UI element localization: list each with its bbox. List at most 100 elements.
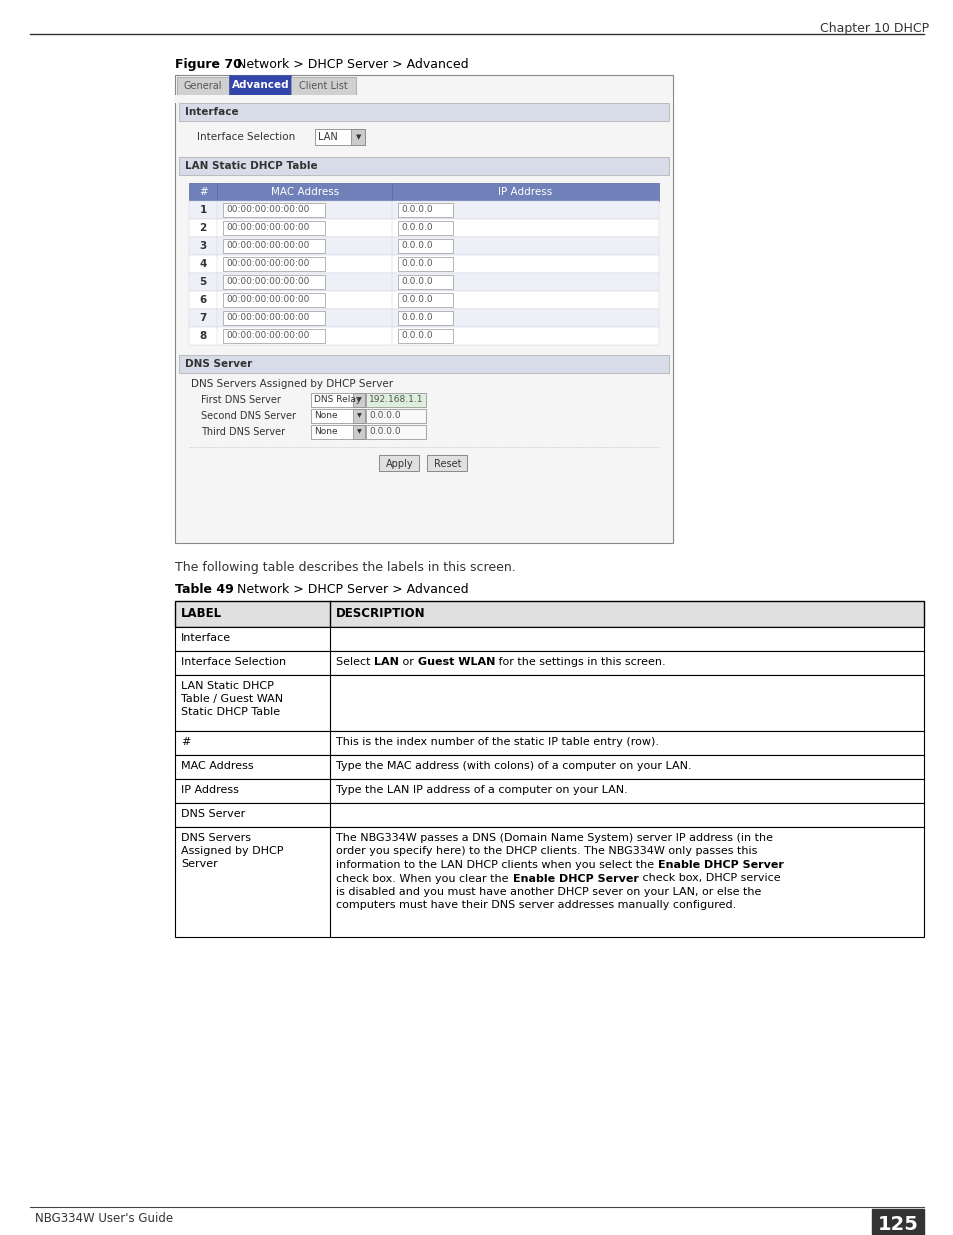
Text: Interface Selection: Interface Selection bbox=[197, 132, 295, 142]
Text: 00:00:00:00:00:00: 00:00:00:00:00:00 bbox=[226, 295, 310, 304]
Bar bbox=[177, 77, 229, 95]
Text: 00:00:00:00:00:00: 00:00:00:00:00:00 bbox=[226, 331, 310, 340]
Text: 0.0.0.0: 0.0.0.0 bbox=[401, 295, 433, 304]
Bar bbox=[398, 240, 453, 253]
Text: Advanced: Advanced bbox=[232, 80, 289, 90]
Text: None: None bbox=[314, 427, 337, 436]
Text: The NBG334W passes a DNS (Domain Name System) server IP address (in the: The NBG334W passes a DNS (Domain Name Sy… bbox=[336, 832, 773, 844]
Bar bbox=[189, 219, 658, 237]
Bar bbox=[223, 240, 325, 253]
Text: 8: 8 bbox=[199, 331, 207, 341]
Bar bbox=[398, 203, 453, 217]
Text: Type the LAN IP address of a computer on your LAN.: Type the LAN IP address of a computer on… bbox=[336, 785, 627, 795]
Text: Type the MAC address (with colons) of a computer on your LAN.: Type the MAC address (with colons) of a … bbox=[336, 761, 691, 771]
Text: 3: 3 bbox=[199, 241, 207, 251]
Text: 0.0.0.0: 0.0.0.0 bbox=[401, 224, 433, 232]
Text: IP Address: IP Address bbox=[181, 785, 239, 795]
Bar bbox=[223, 293, 325, 308]
Text: Client List: Client List bbox=[298, 82, 347, 91]
Bar bbox=[175, 601, 923, 627]
Bar bbox=[311, 409, 365, 424]
Bar bbox=[398, 221, 453, 235]
Bar bbox=[353, 425, 365, 438]
Text: Select: Select bbox=[336, 657, 374, 667]
Text: 0.0.0.0: 0.0.0.0 bbox=[401, 312, 433, 322]
Text: #: # bbox=[198, 186, 208, 198]
Bar bbox=[189, 273, 658, 291]
Text: Interface: Interface bbox=[181, 634, 231, 643]
Text: Apply: Apply bbox=[385, 459, 413, 469]
Bar bbox=[223, 311, 325, 325]
Bar bbox=[366, 393, 426, 408]
Text: 0.0.0.0: 0.0.0.0 bbox=[401, 241, 433, 249]
Bar bbox=[175, 95, 672, 103]
Bar bbox=[223, 257, 325, 270]
Text: 0.0.0.0: 0.0.0.0 bbox=[401, 331, 433, 340]
Text: Third DNS Server: Third DNS Server bbox=[201, 427, 285, 437]
Bar bbox=[311, 425, 365, 438]
Bar bbox=[379, 454, 419, 471]
Bar bbox=[353, 409, 365, 424]
Bar bbox=[179, 103, 668, 121]
Text: Interface Selection: Interface Selection bbox=[181, 657, 286, 667]
Bar bbox=[366, 425, 426, 438]
Text: or: or bbox=[399, 657, 417, 667]
Bar bbox=[351, 128, 365, 144]
Bar bbox=[189, 309, 658, 327]
Text: 1: 1 bbox=[199, 205, 207, 215]
Text: DNS Server: DNS Server bbox=[185, 359, 253, 369]
Text: 2: 2 bbox=[199, 224, 207, 233]
Text: 00:00:00:00:00:00: 00:00:00:00:00:00 bbox=[226, 224, 310, 232]
Bar bbox=[223, 203, 325, 217]
Bar bbox=[175, 651, 923, 676]
Text: 5: 5 bbox=[199, 277, 207, 287]
Bar bbox=[175, 827, 923, 937]
Text: Second DNS Server: Second DNS Server bbox=[201, 411, 295, 421]
Text: information to the LAN DHCP clients when you select the: information to the LAN DHCP clients when… bbox=[336, 860, 658, 869]
Text: ▼: ▼ bbox=[356, 430, 361, 435]
Text: LABEL: LABEL bbox=[181, 606, 222, 620]
Text: General: General bbox=[184, 82, 222, 91]
Bar bbox=[189, 291, 658, 309]
Text: DNS Server: DNS Server bbox=[181, 809, 245, 819]
Text: ▼: ▼ bbox=[356, 398, 361, 403]
Bar bbox=[398, 329, 453, 343]
Text: First DNS Server: First DNS Server bbox=[201, 395, 281, 405]
Bar bbox=[175, 755, 923, 779]
Text: Guest WLAN: Guest WLAN bbox=[417, 657, 495, 667]
Text: is disabled and you must have another DHCP sever on your LAN, or else the: is disabled and you must have another DH… bbox=[336, 887, 760, 897]
Text: 192.168.1.1: 192.168.1.1 bbox=[369, 395, 423, 404]
Bar bbox=[871, 1209, 923, 1235]
Bar bbox=[175, 731, 923, 755]
Text: Figure 70: Figure 70 bbox=[175, 58, 242, 70]
Text: Table 49: Table 49 bbox=[175, 583, 233, 597]
Text: 0.0.0.0: 0.0.0.0 bbox=[401, 277, 433, 287]
Bar bbox=[175, 779, 923, 803]
Text: #: # bbox=[181, 737, 191, 747]
Text: ▼: ▼ bbox=[356, 414, 361, 419]
Bar bbox=[223, 275, 325, 289]
Bar bbox=[189, 183, 658, 201]
Text: 6: 6 bbox=[199, 295, 207, 305]
Text: 00:00:00:00:00:00: 00:00:00:00:00:00 bbox=[226, 277, 310, 287]
Text: 00:00:00:00:00:00: 00:00:00:00:00:00 bbox=[226, 241, 310, 249]
Text: order you specify here) to the DHCP clients. The NBG334W only passes this: order you specify here) to the DHCP clie… bbox=[336, 846, 757, 857]
Text: DESCRIPTION: DESCRIPTION bbox=[336, 606, 426, 620]
Bar bbox=[291, 77, 356, 95]
Bar bbox=[315, 128, 365, 144]
Text: This is the index number of the static IP table entry (row).: This is the index number of the static I… bbox=[336, 737, 659, 747]
Text: Enable DHCP Server: Enable DHCP Server bbox=[512, 873, 638, 883]
Text: ▼: ▼ bbox=[355, 135, 360, 140]
Bar bbox=[366, 409, 426, 424]
Bar bbox=[223, 221, 325, 235]
Text: 0.0.0.0: 0.0.0.0 bbox=[369, 427, 400, 436]
Bar bbox=[311, 393, 365, 408]
Text: DNS Servers Assigned by DHCP Server: DNS Servers Assigned by DHCP Server bbox=[191, 379, 393, 389]
Bar bbox=[175, 676, 923, 731]
Bar bbox=[179, 354, 668, 373]
Text: Interface: Interface bbox=[185, 107, 238, 117]
Text: 4: 4 bbox=[199, 259, 207, 269]
Bar bbox=[175, 75, 672, 543]
Text: DNS Servers
Assigned by DHCP
Server: DNS Servers Assigned by DHCP Server bbox=[181, 832, 283, 868]
Bar bbox=[427, 454, 467, 471]
